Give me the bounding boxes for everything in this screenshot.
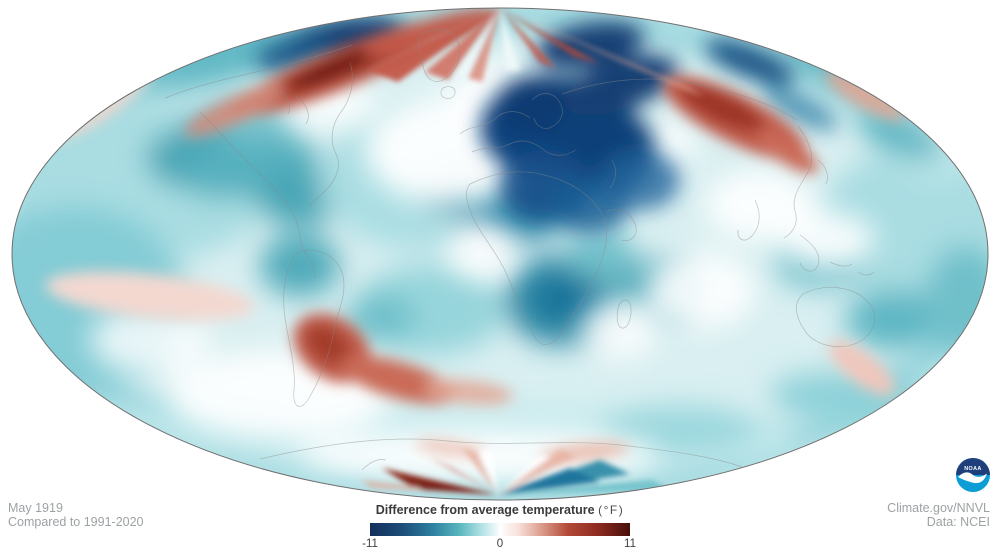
anomaly-map-graphic [11,7,989,501]
north-pole-fan [368,8,705,98]
credit-source: Climate.gov/NNVL [887,501,990,515]
legend-title: Difference from average temperature [375,503,595,517]
coastlines [164,29,919,471]
period-block: May 1919 Compared to 1991-2020 [8,501,144,529]
credit-data: Data: NCEI [926,515,990,529]
noaa-logo-sky [956,458,990,475]
legend-title-row: Difference from average temperature (°F) [376,503,624,517]
colorbar-tick-max: 11 [624,538,636,550]
strong-cold-regions [256,16,838,233]
noaa-logo-text: NOAA [964,466,981,472]
legend-unit: (°F) [598,503,625,517]
noaa-gull-icon [958,472,987,484]
map-anomaly-field [12,8,988,500]
colorbar-tick-mid: 0 [496,538,504,550]
period-label: May 1919 [8,501,63,515]
baseline-label: Compared to 1991-2020 [8,515,144,529]
colorbar [370,523,630,536]
credits-block: Climate.gov/NNVL Data: NCEI [887,501,990,529]
colorbar-legend: Difference from average temperature (°F)… [362,503,636,553]
colorbar-tick-min: -11 [362,538,378,550]
projection-outline [11,7,989,501]
noaa-logo: NOAA [956,458,990,492]
